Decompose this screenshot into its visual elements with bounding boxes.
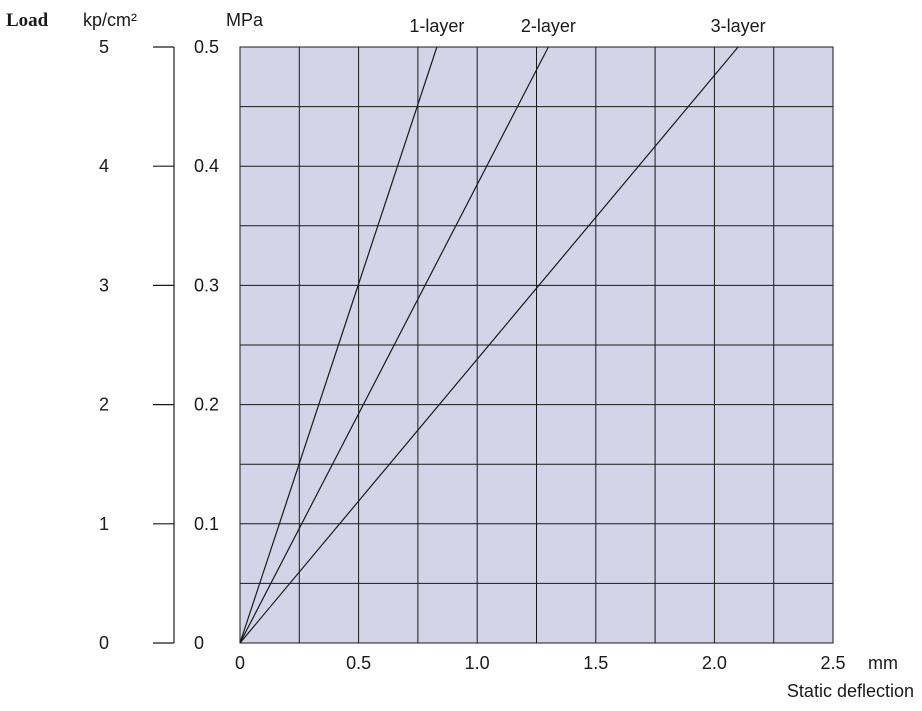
kp-unit-label: kp/cm² bbox=[83, 10, 137, 30]
series-lines: 1-layer 2-layer 3-layer bbox=[239, 16, 766, 644]
series-label-3: 3-layer bbox=[711, 16, 766, 36]
y-tick-label-kp: 5 bbox=[99, 37, 109, 57]
y-tick-label-mpa: 0.2 bbox=[194, 395, 219, 415]
series-label-2: 2-layer bbox=[521, 16, 576, 36]
series-line-3 bbox=[239, 46, 739, 644]
y-tick-label-mpa: 0.1 bbox=[194, 514, 219, 534]
series-line-2 bbox=[239, 46, 549, 644]
y-tick-label-kp: 3 bbox=[99, 275, 109, 295]
series-label-1: 1-layer bbox=[409, 16, 464, 36]
x-axis-title: Static deflection bbox=[787, 681, 914, 701]
x-tick-label: 1.0 bbox=[465, 653, 490, 673]
y-tick-label-mpa: 0.5 bbox=[194, 37, 219, 57]
x-tick-label: 2.0 bbox=[702, 653, 727, 673]
x-tick-label: 1.5 bbox=[583, 653, 608, 673]
mpa-unit-label: MPa bbox=[226, 10, 264, 30]
grid bbox=[239, 46, 834, 644]
plot-frame bbox=[239, 46, 834, 644]
x-tick-label: 0 bbox=[235, 653, 245, 673]
y-tick-label-mpa: 0 bbox=[194, 633, 204, 653]
x-unit-label: mm bbox=[868, 653, 898, 673]
axes: 0 0.1 0.2 0.3 0.4 0.5 0 1 2 3 4 5 0 0.5 1.0 1.5 2.0 2.5 bbox=[99, 37, 846, 673]
series-line-1 bbox=[239, 46, 438, 644]
y-tick-label-mpa: 0.4 bbox=[194, 156, 219, 176]
y-tick-label-kp: 1 bbox=[99, 514, 109, 534]
y-tick-label-kp: 2 bbox=[99, 395, 109, 415]
load-label: Load bbox=[6, 10, 49, 31]
y-tick-label-kp: 4 bbox=[99, 156, 109, 176]
x-tick-label: 0.5 bbox=[346, 653, 371, 673]
y-tick-label-kp: 0 bbox=[99, 633, 109, 653]
y-tick-label-mpa: 0.3 bbox=[194, 275, 219, 295]
x-tick-label: 2.5 bbox=[820, 653, 845, 673]
